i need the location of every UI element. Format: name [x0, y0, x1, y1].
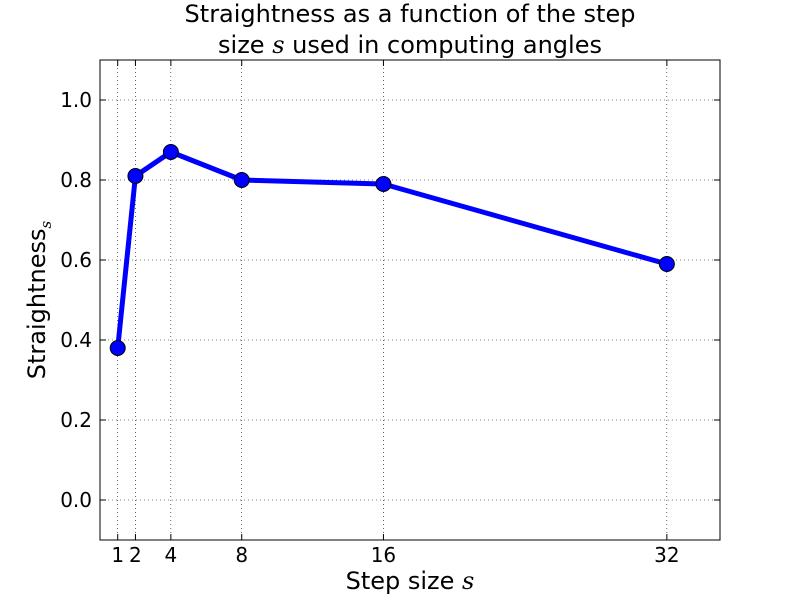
chart-title: Straightness as a function of the step s… — [185, 0, 636, 59]
y-tick-label: 0.8 — [60, 168, 92, 192]
chart-title-line2: size s used in computing angles — [218, 31, 602, 59]
chart-title-line1: Straightness as a function of the step — [185, 0, 636, 28]
axis-ticks: 1 2 4 8 16 32 0.0 0.2 0.4 0.6 0.8 1.0 — [60, 60, 720, 567]
y-tick-label: 0.4 — [60, 328, 92, 352]
x-tick-label: 1 — [111, 543, 124, 567]
data-point — [109, 340, 126, 356]
series-layer — [109, 144, 675, 356]
x-tick-label: 8 — [235, 543, 248, 567]
grid — [100, 60, 720, 540]
y-tick-label: 0.6 — [60, 248, 92, 272]
x-tick-label: 16 — [371, 543, 396, 567]
y-tick-label: 0.0 — [60, 488, 92, 512]
data-point — [162, 144, 179, 160]
plot-frame — [99, 59, 721, 541]
x-tick-label: 2 — [129, 543, 142, 567]
y-tick-label: 0.2 — [60, 408, 92, 432]
y-tick-label: 1.0 — [60, 88, 92, 112]
data-point — [233, 172, 250, 188]
x-tick-label: 32 — [654, 543, 679, 567]
data-point — [658, 256, 675, 272]
data-point — [375, 176, 392, 192]
data-point — [127, 168, 144, 184]
y-axis-label: Straightnesss — [23, 220, 55, 379]
series-line — [115, 149, 668, 349]
x-axis-label: Step size s — [346, 567, 475, 595]
x-tick-label: 4 — [164, 543, 177, 567]
